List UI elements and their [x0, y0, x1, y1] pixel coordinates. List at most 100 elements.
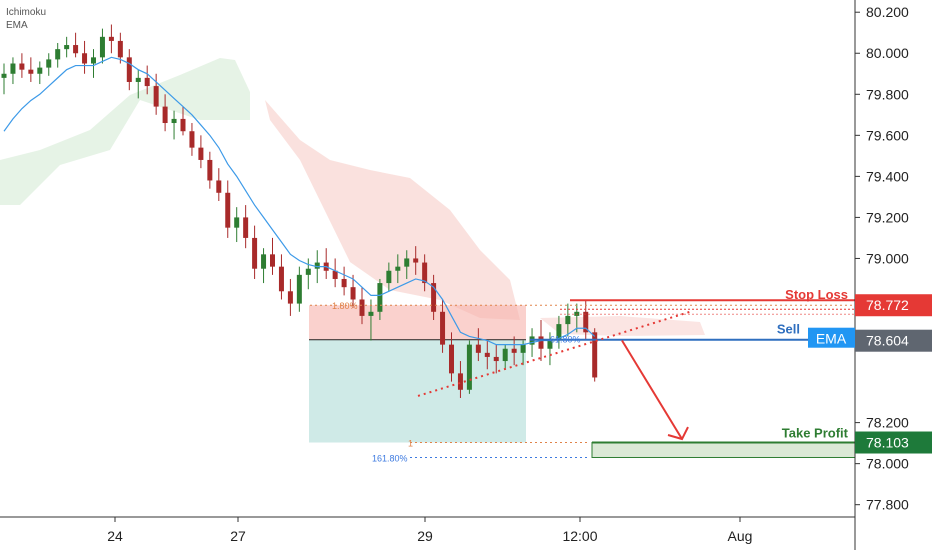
candle-body: [422, 262, 428, 284]
y-tick-label: 77.800: [866, 497, 909, 513]
candle-body: [82, 53, 88, 64]
candle-body: [10, 63, 16, 74]
take-profit-price-tag-box: [855, 431, 932, 454]
y-tick-label: 79.000: [866, 250, 909, 266]
indicator-ema-label: EMA: [6, 20, 28, 31]
candle-body: [404, 258, 410, 267]
candle-body: [484, 352, 490, 357]
candle-body: [466, 344, 472, 390]
candle-body: [278, 266, 284, 292]
stop-loss-price-tag: 78.772: [866, 297, 909, 313]
candle-body: [108, 36, 114, 41]
projection-arrow-head: [667, 426, 689, 441]
candle-body: [46, 59, 52, 68]
candle-body: [368, 311, 374, 316]
sell-label: Sell: [777, 322, 800, 337]
candle-body: [234, 217, 240, 228]
candle-body: [314, 262, 320, 269]
candle-body: [350, 287, 356, 300]
candle-body: [287, 291, 293, 304]
candle-body: [547, 340, 553, 349]
candle-body: [126, 57, 132, 82]
candle-body: [457, 373, 463, 390]
cloud-red: [265, 100, 520, 320]
candle-body: [117, 40, 123, 58]
candle-body: [431, 283, 437, 312]
stop-loss-label: Stop Loss: [785, 287, 848, 302]
risk-zone: [309, 305, 526, 340]
candle-body: [189, 131, 195, 148]
candle-body: [359, 299, 365, 316]
take-profit-price-tag: 78.103: [866, 435, 909, 451]
candle-body: [449, 344, 454, 374]
candle-body: [252, 237, 258, 269]
candle-body: [565, 315, 571, 325]
candle-body: [413, 258, 419, 263]
candle-body: [475, 344, 481, 353]
candle-body: [511, 348, 517, 353]
x-tick-label: 24: [107, 528, 123, 544]
y-tick-label: 79.600: [866, 127, 909, 143]
candle-body: [556, 324, 562, 341]
fib-label-top: 1.80%: [332, 301, 358, 311]
y-tick-label: 78.200: [866, 415, 909, 431]
candle-body: [171, 118, 177, 124]
ichimoku-cloud: [0, 58, 705, 336]
candlestick-series: [1, 24, 598, 398]
candle-body: [153, 86, 159, 107]
candle-body: [198, 147, 204, 160]
y-tick-label: 79.200: [866, 209, 909, 225]
ema-line: [3, 56, 596, 346]
candle-body: [216, 180, 222, 193]
y-tick-label: 79.800: [866, 86, 909, 102]
candle-body: [296, 274, 302, 304]
indicator-ichimoku-label: Ichimoku: [6, 7, 47, 18]
candle-body: [332, 270, 338, 279]
candle-body: [538, 336, 544, 349]
fib-label-1: 1: [408, 439, 413, 449]
candle-body: [261, 254, 267, 269]
trade-zones: [309, 305, 526, 443]
sell-price-tag: 78.604: [866, 333, 909, 349]
price-tags: Stop Loss Sell Take Profit EMA 78.772 78.604 7…: [777, 287, 932, 454]
candle-body: [1, 73, 7, 78]
fib-label-mid: 61.80%: [550, 335, 581, 345]
candle-body: [583, 311, 589, 333]
cloud-green: [0, 58, 250, 205]
x-tick-label: 12:00: [562, 528, 597, 544]
y-tick-label: 80.000: [866, 45, 909, 61]
x-tick-label: 29: [417, 528, 433, 544]
stop-loss-price-tag-box: [855, 294, 932, 317]
y-tick-label: 80.200: [866, 4, 909, 20]
candle-body: [28, 69, 34, 74]
projection-arrow-shaft: [621, 340, 683, 440]
candle-body: [19, 63, 25, 70]
candle-body: [99, 36, 105, 58]
candle-body: [144, 77, 150, 87]
candle-body: [207, 159, 213, 181]
sell-price-tag-box: [855, 329, 932, 352]
candle-body: [502, 348, 508, 362]
ema-series: [3, 56, 596, 346]
fib-label-1618: 161.80%: [372, 453, 408, 463]
candle-body: [64, 45, 70, 50]
candle-body: [395, 266, 401, 271]
candle-body: [377, 283, 383, 312]
candle-body: [135, 77, 141, 82]
x-tick-label: Aug: [728, 528, 753, 544]
y-tick-label: 78.000: [866, 456, 909, 472]
candle-body: [305, 268, 311, 275]
candle-body: [55, 49, 61, 60]
x-axis[interactable]: 24 27 29 12:00 Aug: [0, 516, 855, 544]
y-axis[interactable]: 80.200 80.000 79.800 79.600 79.400 79.200 79.0…: [854, 0, 909, 550]
x-tick-label: 27: [230, 528, 246, 544]
candle-body: [180, 118, 186, 132]
candle-body: [270, 254, 275, 267]
candle-body: [73, 45, 79, 54]
y-tick-label: 79.400: [866, 168, 909, 184]
reward-zone: [309, 339, 526, 443]
candle-body: [592, 332, 598, 378]
candle-body: [493, 356, 499, 362]
